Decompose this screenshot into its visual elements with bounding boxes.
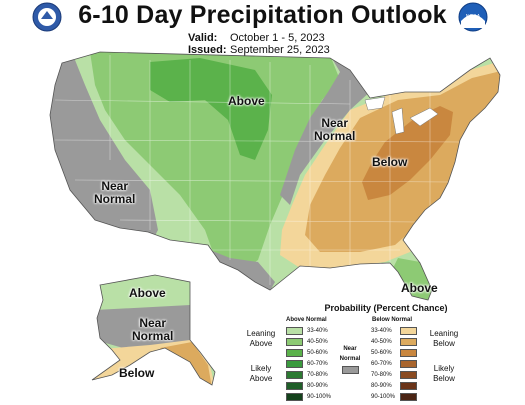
state-lines [54,55,461,285]
legend-below-range-label: 33-40% [371,327,392,334]
legend-below-item-60-70: 60-70% [371,359,417,368]
legend-near-normal-swatch [342,366,359,374]
legend-below-range-label: 70-80% [371,371,392,378]
alaska-outline [91,274,216,386]
label-alaska-below: Below [119,366,155,380]
page-title: 6-10 Day Precipitation Outlook [78,1,447,29]
legend-below-swatch [400,348,417,357]
issued-row: Issued: September 25, 2023 [188,44,330,56]
legend-likely-below-line1: Likely [433,364,455,373]
legend-leaning-below-line2: Below [433,339,455,348]
legend-likely-above-line2: Above [249,374,273,383]
label-above-north: Above [228,94,265,108]
legend-below-range-label: 50-60% [371,349,392,356]
legend-likely-above: Likely Above [241,364,281,384]
alaska-near-normal [95,305,190,350]
legend-leaning-above: Leaning Above [241,329,281,349]
doc-seal-icon [32,2,62,32]
legend-below-swatch [400,359,417,368]
legend-below-header: Below Normal [372,317,413,323]
label-alaska-near-line1: Near [139,316,167,330]
legend-above-range-label: 50-60% [307,349,328,356]
great-lakes [364,96,439,135]
legend-above-swatch [286,359,303,368]
valid-row: Valid: October 1 - 5, 2023 [188,32,325,44]
legend-above-item-90-100: 90-100% [286,392,331,401]
valid-value: October 1 - 5, 2023 [230,32,325,44]
issued-label: Issued: [188,44,227,56]
issued-value: September 25, 2023 [230,44,330,56]
legend-below-range-label: 90-100% [371,393,396,400]
legend-below-item-90-100: 90-100% [371,392,417,401]
legend-likely-below: Likely Below [424,364,464,384]
legend-likely-below-line2: Below [433,374,455,383]
conus-outline [49,51,501,301]
legend-below-range-label: 60-70% [371,360,392,367]
label-near-normal-midwest-line2: Normal [314,129,356,143]
legend-below-range-label: 40-50% [371,338,392,345]
legend-above-swatch [286,392,303,401]
legend-leaning-below: Leaning Below [424,329,464,349]
legend-above-swatch [286,348,303,357]
legend-near-normal-label: Near Normal [336,344,364,364]
legend-below-range-label: 80-90% [371,382,392,389]
legend-near-line1: Near [343,346,357,352]
label-near-normal-west-line2: Normal [94,192,136,206]
conus-regions [50,52,500,300]
legend-above-range-label: 40-50% [307,338,328,345]
legend-below-swatch [400,326,417,335]
legend-above-range-label: 70-80% [307,371,328,378]
legend-above-range-label: 33-40% [307,327,328,334]
legend-below-swatch [400,381,417,390]
label-alaska-above: Above [129,286,166,300]
label-above-florida: Above [401,281,438,295]
label-alaska-near-normal: Near Normal [132,317,173,343]
legend-above-range-label: 60-70% [307,360,328,367]
region-near-normal-midwest [280,55,372,205]
svg-text:NOAA: NOAA [466,14,481,20]
legend-above-item-40-50: 40-50% [286,337,328,346]
label-alaska-near-line2: Normal [132,329,174,343]
legend-below-item-70-80: 70-80% [371,370,417,379]
legend-below-item-33-40: 33-40% [371,326,417,335]
legend-below-swatch [400,392,417,401]
legend-below-swatch [400,337,417,346]
legend-leaning-above-line2: Above [249,339,273,348]
legend-above-range-label: 90-100% [307,393,332,400]
label-below-east: Below [372,155,408,169]
legend-leaning-above-line1: Leaning [246,329,276,338]
label-near-normal-midwest: Near Normal [314,117,355,143]
alaska-below-40-50 [160,342,212,385]
legend-above-header: Above Normal [286,317,327,323]
noaa-logo-icon: NOAA [458,2,488,32]
legend-below-swatch [400,370,417,379]
legend-title: Probability (Percent Chance) [324,303,448,313]
label-near-normal-west: Near Normal [94,180,135,206]
region-above-40-50 [90,52,340,272]
legend-above-item-80-90: 80-90% [286,381,328,390]
legend-above-item-60-70: 60-70% [286,359,328,368]
label-near-normal-west-line1: Near [101,179,129,193]
valid-label: Valid: [188,32,218,44]
legend-above-item-70-80: 70-80% [286,370,328,379]
legend-above-item-33-40: 33-40% [286,326,328,335]
region-above-50-60 [150,58,272,160]
legend-likely-above-line1: Likely [250,364,272,373]
legend-below-item-40-50: 40-50% [371,337,417,346]
legend-above-swatch [286,326,303,335]
label-near-normal-midwest-line1: Near [321,116,349,130]
legend-leaning-below-line1: Leaning [429,329,459,338]
legend-above-swatch [286,381,303,390]
region-florida-above [392,258,438,300]
legend-below-item-50-60: 50-60% [371,348,417,357]
legend-above-swatch [286,337,303,346]
legend-above-swatch [286,370,303,379]
legend-below-item-80-90: 80-90% [371,381,417,390]
legend-above-range-label: 80-90% [307,382,328,389]
legend-above-item-50-60: 50-60% [286,348,328,357]
legend-near-line2: Normal [339,356,361,362]
